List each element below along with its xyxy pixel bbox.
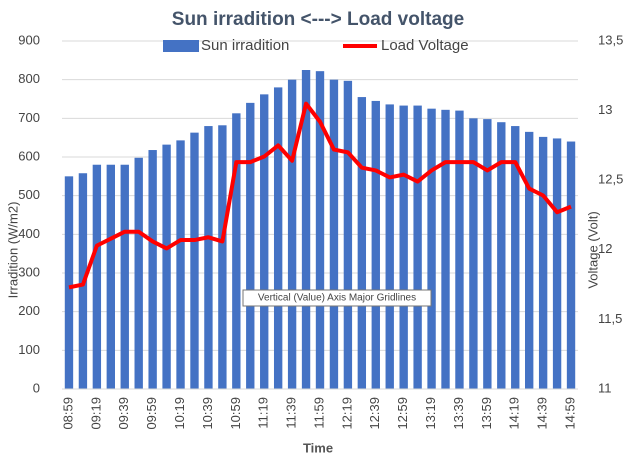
bar <box>552 138 562 389</box>
x-tick-label: 14:59 <box>562 397 577 430</box>
y-tick-label: 400 <box>18 226 40 241</box>
bar <box>64 176 74 389</box>
bar <box>427 108 436 390</box>
x-tick-label: 13:19 <box>423 397 438 430</box>
bar <box>441 109 450 390</box>
x-tick-label: 09:39 <box>116 397 131 430</box>
x-tick-label: 14:19 <box>507 397 522 430</box>
bar <box>497 122 506 389</box>
bar <box>134 157 143 389</box>
bar <box>148 150 157 389</box>
bar <box>399 105 408 389</box>
legend-swatch <box>163 40 199 52</box>
chart-title: Sun irradition <---> Load voltage <box>172 9 464 30</box>
line <box>68 101 572 290</box>
y2-tick-label: 11 <box>598 380 612 395</box>
x-tick-label: 08:59 <box>60 397 75 430</box>
x-tick-label: 09:59 <box>144 397 159 430</box>
y2-tick-label: 12,5 <box>598 172 623 187</box>
x-tick-label: 10:59 <box>228 397 243 430</box>
bar <box>538 136 548 389</box>
x-tick-label: 12:19 <box>339 397 354 430</box>
bar <box>413 105 422 389</box>
y-tick-label: 800 <box>18 71 40 86</box>
y-tick-label: 600 <box>18 148 40 163</box>
legend-label: Load Voltage <box>381 37 469 54</box>
x-tick-label: 12:59 <box>395 397 410 430</box>
y-tick-label: 100 <box>18 342 40 357</box>
bar <box>273 87 283 390</box>
x-tick-label: 11:39 <box>284 397 299 429</box>
y2-axis-title: Voltage (Volt) <box>585 211 600 288</box>
bar <box>260 94 269 390</box>
y2-tick-label: 12 <box>598 241 612 256</box>
bar <box>469 118 478 389</box>
y-tick-label: 900 <box>18 32 40 47</box>
bar <box>287 79 297 390</box>
bar <box>218 125 227 389</box>
bar <box>511 126 520 390</box>
y2-tick-label: 13 <box>598 102 612 117</box>
bar <box>106 164 115 389</box>
bar <box>357 97 367 390</box>
bar <box>315 71 325 389</box>
bar <box>483 119 492 390</box>
bar <box>525 131 534 389</box>
y-tick-label: 0 <box>33 380 40 395</box>
bar <box>232 113 241 389</box>
x-tick-label: 12:39 <box>367 397 382 430</box>
x-axis-title: Time <box>303 440 333 455</box>
bar <box>455 110 464 389</box>
bar <box>162 144 171 389</box>
bar <box>204 126 213 390</box>
bar <box>92 164 102 389</box>
tooltip-box <box>242 289 432 307</box>
bar <box>176 140 185 389</box>
x-tick-label: 09:19 <box>88 397 103 430</box>
bar <box>385 104 394 389</box>
y-tick-label: 700 <box>18 110 40 125</box>
x-tick-label: 13:39 <box>451 397 466 430</box>
bar <box>343 80 353 390</box>
y-tick-label: 300 <box>18 264 40 279</box>
bar <box>190 132 199 389</box>
x-tick-label: 14:39 <box>535 397 550 430</box>
tooltip: Vertical (Value) Axis Major Gridlines <box>258 293 416 304</box>
y-axis-title: Irradition (W/m2) <box>5 202 20 299</box>
y-tick-label: 200 <box>18 303 40 318</box>
bar <box>329 79 339 390</box>
bar <box>246 102 255 389</box>
bar <box>120 164 129 389</box>
x-tick-label: 10:19 <box>172 397 187 430</box>
y-tick-label: 500 <box>18 187 40 202</box>
x-tick-label: 10:39 <box>200 397 215 430</box>
x-tick-label: 11:59 <box>311 397 326 429</box>
x-tick-label: 13:59 <box>479 397 494 430</box>
bar <box>371 100 380 389</box>
y2-tick-label: 11,5 <box>598 311 622 326</box>
bar <box>566 141 576 389</box>
legend-label: Sun irradition <box>201 37 289 54</box>
bar <box>301 70 311 389</box>
x-tick-label: 11:19 <box>256 397 271 429</box>
y2-tick-label: 13,5 <box>598 32 623 47</box>
